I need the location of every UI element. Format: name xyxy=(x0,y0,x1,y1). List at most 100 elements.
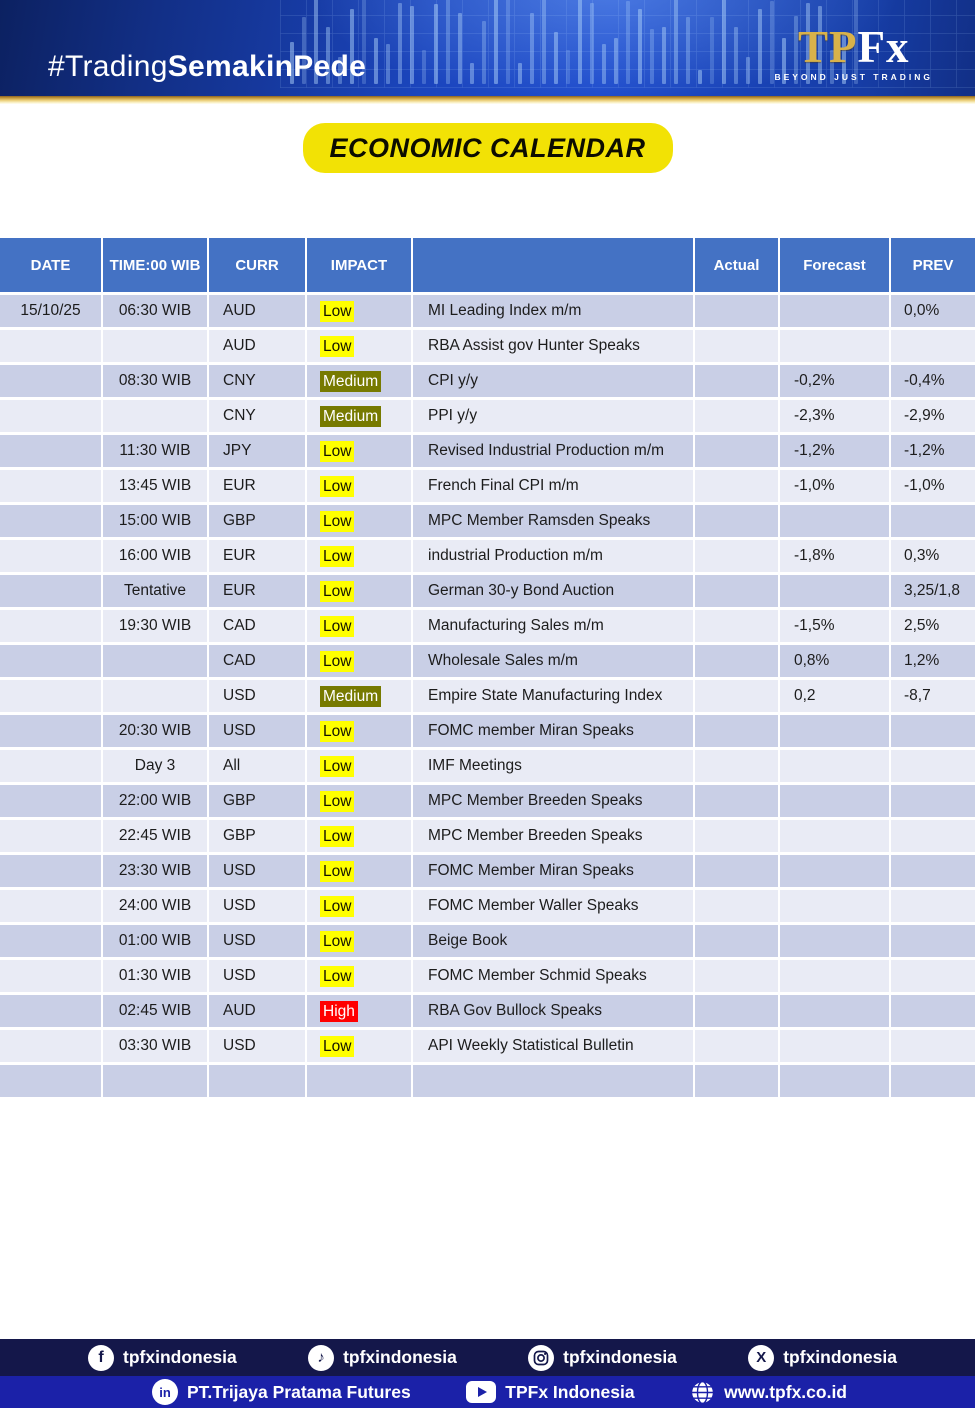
cell-impact: Low xyxy=(307,1030,411,1062)
cell-event: RBA Gov Bullock Speaks xyxy=(413,995,693,1027)
cell-time xyxy=(103,645,207,677)
cell-actual xyxy=(695,855,778,887)
cell-curr: EUR xyxy=(209,470,305,502)
cell-actual xyxy=(695,960,778,992)
table-row: 01:30 WIB USD Low FOMC Member Schmid Speaks xyxy=(0,960,975,992)
cell-date xyxy=(0,750,101,782)
cell-date xyxy=(0,365,101,397)
impact-badge-low: Low xyxy=(320,580,355,602)
cell-date xyxy=(0,820,101,852)
cell-prev xyxy=(891,715,975,747)
cell-time: 20:30 WIB xyxy=(103,715,207,747)
cell-prev: 2,5% xyxy=(891,610,975,642)
cell-prev: 0,0% xyxy=(891,295,975,327)
cell-prev xyxy=(891,750,975,782)
cell-actual xyxy=(695,890,778,922)
footer-link-globe[interactable]: www.tpfx.co.id xyxy=(690,1380,847,1405)
cell-event: RBA Assist gov Hunter Speaks xyxy=(413,330,693,362)
cell-forecast: 0,8% xyxy=(780,645,889,677)
cell-actual xyxy=(695,680,778,712)
table-row: 01:00 WIB USD Low Beige Book xyxy=(0,925,975,957)
cell-date xyxy=(0,610,101,642)
facebook-icon: f xyxy=(88,1344,114,1371)
impact-badge-low: Low xyxy=(320,860,355,882)
table-row: 22:00 WIB GBP Low MPC Member Breeden Speaks xyxy=(0,785,975,817)
footer: f tpfxindonesia ♪ tpfxindonesia tpfxindonesi… xyxy=(0,1339,975,1408)
table-row: 08:30 WIB CNY Medium CPI y/y -0,2% -0,4% xyxy=(0,365,975,397)
logo-tagline: BEYOND JUST TRADING xyxy=(774,72,933,82)
cell-time: Day 3 xyxy=(103,750,207,782)
cell-forecast xyxy=(780,960,889,992)
col-header-forecast: Forecast xyxy=(780,238,889,292)
cell-impact: Low xyxy=(307,960,411,992)
cell-prev: -0,4% xyxy=(891,365,975,397)
table-row: CNY Medium PPI y/y -2,3% -2,9% xyxy=(0,400,975,432)
footer-link-tiktok[interactable]: ♪ tpfxindonesia xyxy=(308,1344,457,1371)
cell-forecast xyxy=(780,505,889,537)
cell-date xyxy=(0,330,101,362)
cell-prev: -1,0% xyxy=(891,470,975,502)
cell-curr: AUD xyxy=(209,330,305,362)
cell-forecast: -1,5% xyxy=(780,610,889,642)
cell-prev xyxy=(891,820,975,852)
cell-actual xyxy=(695,995,778,1027)
cell-date xyxy=(0,855,101,887)
cell-time: 03:30 WIB xyxy=(103,1030,207,1062)
cell-time: 02:45 WIB xyxy=(103,995,207,1027)
hashtag-bold-part: SemakinPede xyxy=(167,50,367,83)
footer-link-facebook[interactable]: f tpfxindonesia xyxy=(88,1344,237,1371)
cell-date xyxy=(0,435,101,467)
cell-prev: -8,7 xyxy=(891,680,975,712)
cell-actual xyxy=(695,820,778,852)
cell-curr: USD xyxy=(209,855,305,887)
cell-impact: Low xyxy=(307,750,411,782)
cell-event: Wholesale Sales m/m xyxy=(413,645,693,677)
cell-curr: EUR xyxy=(209,540,305,572)
x-icon: X xyxy=(748,1344,775,1371)
table-row: 15/10/25 06:30 WIB AUD Low MI Leading Index … xyxy=(0,295,975,327)
cell-event: PPI y/y xyxy=(413,400,693,432)
cell-forecast xyxy=(780,820,889,852)
cell-time xyxy=(103,680,207,712)
cell-curr: CAD xyxy=(209,610,305,642)
table-row: CAD Low Wholesale Sales m/m 0,8% 1,2% xyxy=(0,645,975,677)
table-row: Day 3 All Low IMF Meetings xyxy=(0,750,975,782)
cell-date xyxy=(0,645,101,677)
cell-event: CPI y/y xyxy=(413,365,693,397)
footer-link-youtube[interactable]: TPFx Indonesia xyxy=(466,1381,635,1403)
cell-date xyxy=(0,400,101,432)
cell-impact: High xyxy=(307,995,411,1027)
cell-actual xyxy=(695,715,778,747)
cell-date xyxy=(0,785,101,817)
cell-actual xyxy=(695,505,778,537)
table-row: 13:45 WIB EUR Low French Final CPI m/m -1,0%… xyxy=(0,470,975,502)
table-row: 15:00 WIB GBP Low MPC Member Ramsden Speaks xyxy=(0,505,975,537)
cell-event: FOMC Member Schmid Speaks xyxy=(413,960,693,992)
cell-impact: Low xyxy=(307,890,411,922)
cell-event: French Final CPI m/m xyxy=(413,470,693,502)
cell-actual xyxy=(695,330,778,362)
cell-curr: JPY xyxy=(209,435,305,467)
cell-impact: Low xyxy=(307,540,411,572)
cell-date xyxy=(0,1030,101,1062)
gold-divider xyxy=(0,96,975,104)
cell-date xyxy=(0,1065,101,1097)
cell-forecast: 0,2 xyxy=(780,680,889,712)
cell-forecast xyxy=(780,295,889,327)
cell-event: IMF Meetings xyxy=(413,750,693,782)
tiktok-icon: ♪ xyxy=(308,1344,335,1371)
cell-time: 11:30 WIB xyxy=(103,435,207,467)
footer-link-linkedin[interactable]: in PT.Trijaya Pratama Futures xyxy=(152,1379,411,1405)
cell-actual xyxy=(695,610,778,642)
cell-forecast xyxy=(780,785,889,817)
cell-impact: Low xyxy=(307,855,411,887)
hashtag-regular-part: #Trading xyxy=(48,50,168,83)
cell-date xyxy=(0,505,101,537)
cell-impact: Low xyxy=(307,820,411,852)
cell-actual xyxy=(695,435,778,467)
page-title: ECONOMIC CALENDAR xyxy=(302,123,673,173)
footer-link-instagram[interactable]: tpfxindonesia xyxy=(528,1344,677,1371)
table-row: Tentative EUR Low German 30-y Bond Auction 3… xyxy=(0,575,975,607)
